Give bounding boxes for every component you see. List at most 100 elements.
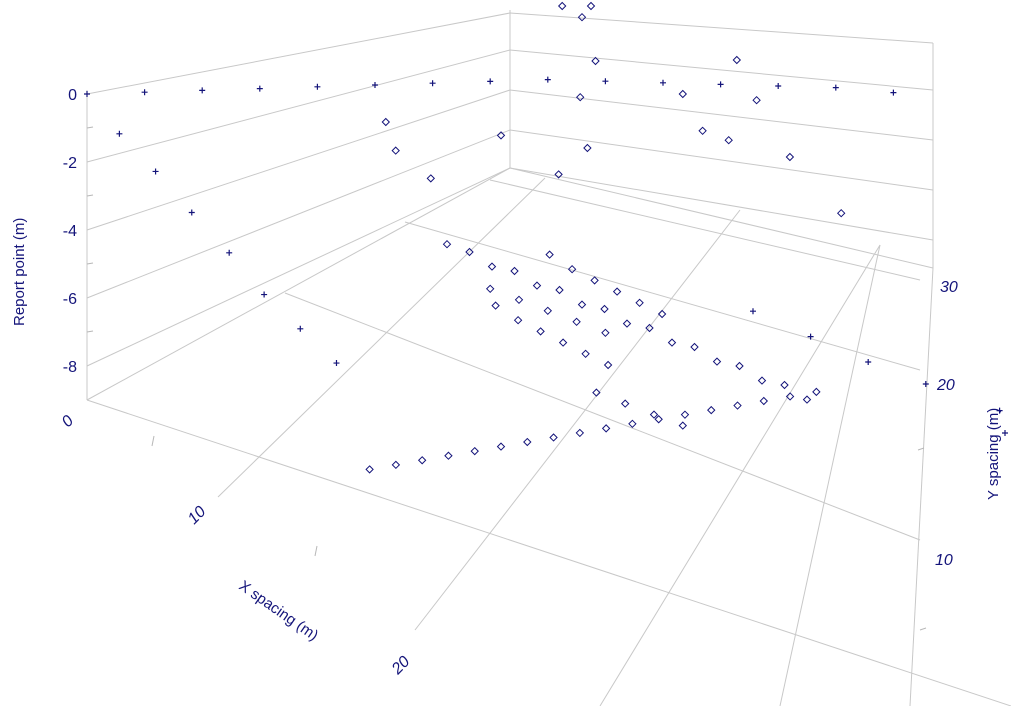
data-point-plus	[261, 291, 268, 298]
data-point-diamond	[645, 323, 654, 333]
data-point-diamond	[635, 298, 644, 308]
data-point-diamond	[381, 117, 391, 127]
data-point-diamond	[690, 342, 699, 352]
data-point-diamond	[417, 456, 427, 465]
data-point-diamond	[836, 208, 846, 218]
data-point-diamond	[752, 95, 761, 105]
z-tick-label: -2	[63, 155, 77, 172]
data-point-plus	[429, 80, 436, 87]
z-tick-label: 0	[68, 87, 77, 104]
data-point-diamond	[757, 376, 767, 385]
data-markers	[84, 1, 1008, 474]
data-point-diamond	[657, 309, 667, 319]
data-point-diamond	[698, 126, 707, 136]
data-point-plus	[84, 91, 90, 97]
data-point-plus	[602, 78, 609, 85]
data-point-diamond	[545, 250, 554, 259]
data-point-diamond	[732, 55, 742, 65]
data-point-diamond	[590, 276, 599, 285]
data-point-diamond	[558, 338, 568, 347]
z-axis-ticks: 0 -2 -4 -6 -8	[63, 87, 77, 376]
data-point-diamond	[591, 56, 600, 66]
data-point-diamond	[678, 89, 688, 99]
y-axis-title: Y spacing (m)	[985, 408, 1002, 500]
data-point-diamond	[735, 361, 744, 371]
data-point-plus	[199, 87, 206, 94]
data-point-diamond	[654, 415, 663, 424]
data-point-diamond	[444, 451, 453, 460]
data-point-diamond	[603, 360, 613, 370]
data-point-plus	[256, 85, 263, 92]
data-point-diamond	[680, 410, 690, 419]
z-axis-title: Report point (m)	[11, 218, 28, 326]
data-point-diamond	[667, 338, 677, 347]
data-point-diamond	[532, 281, 542, 290]
y-tick-label: 20	[936, 377, 955, 394]
data-point-diamond	[365, 465, 374, 474]
data-point-diamond	[513, 315, 523, 325]
data-point-diamond	[601, 424, 611, 433]
data-point-diamond	[496, 131, 506, 140]
data-point-plus	[996, 407, 1003, 414]
data-point-plus	[141, 89, 148, 96]
data-point-diamond	[426, 174, 436, 183]
data-point-diamond	[649, 410, 659, 419]
data-point-diamond	[442, 239, 452, 249]
data-point-plus	[226, 249, 233, 256]
data-point-diamond	[572, 317, 581, 327]
data-point-plus	[865, 359, 872, 365]
data-point-plus	[775, 83, 782, 89]
data-point-diamond	[724, 135, 733, 145]
data-point-plus	[660, 79, 666, 86]
data-point-diamond	[586, 1, 596, 11]
data-point-diamond	[707, 405, 716, 415]
data-point-plus	[188, 209, 195, 216]
data-point-diamond	[555, 285, 564, 295]
data-point-diamond	[612, 287, 622, 296]
data-point-plus	[717, 81, 724, 88]
data-point-diamond	[785, 392, 795, 401]
data-point-diamond	[601, 328, 610, 338]
data-point-diamond	[628, 419, 637, 429]
data-point-plus	[333, 360, 340, 367]
data-point-plus	[750, 308, 756, 315]
data-point-diamond	[514, 295, 524, 305]
data-point-diamond	[581, 349, 590, 359]
data-point-diamond	[536, 327, 545, 336]
x-tick-label: 0	[59, 412, 77, 430]
data-point-diamond	[600, 304, 609, 314]
data-point-plus	[807, 333, 814, 340]
data-point-diamond	[812, 387, 821, 397]
data-point-plus	[1002, 430, 1008, 436]
data-point-diamond	[496, 442, 506, 451]
z-tick-label: -4	[63, 223, 77, 240]
data-point-diamond	[567, 264, 577, 274]
data-point-diamond	[780, 380, 789, 390]
data-point-plus	[832, 84, 839, 91]
data-point-diamond	[491, 301, 500, 310]
data-point-plus	[544, 76, 551, 83]
data-point-plus	[922, 381, 929, 387]
data-point-plus	[487, 78, 494, 85]
data-point-diamond	[575, 428, 585, 438]
data-point-plus	[372, 82, 378, 88]
data-point-diamond	[583, 143, 592, 153]
data-point-plus	[116, 130, 123, 137]
data-point-diamond	[470, 446, 479, 456]
data-point-diamond	[391, 460, 401, 470]
x-tick-label: 20	[388, 653, 413, 678]
z-tick-label: -8	[63, 359, 77, 376]
x-tick-label: 10	[185, 503, 210, 528]
x-axis-ticks: 0 10 20	[59, 412, 414, 678]
data-point-diamond	[557, 1, 567, 11]
data-point-diamond	[785, 152, 795, 162]
data-point-diamond	[487, 262, 497, 271]
data-point-diamond	[577, 300, 587, 309]
data-point-diamond	[802, 395, 812, 404]
data-point-diamond	[592, 388, 601, 397]
data-point-diamond	[465, 247, 474, 257]
data-point-diamond	[485, 284, 495, 294]
data-point-diamond	[549, 433, 558, 442]
data-point-diamond	[543, 306, 553, 316]
